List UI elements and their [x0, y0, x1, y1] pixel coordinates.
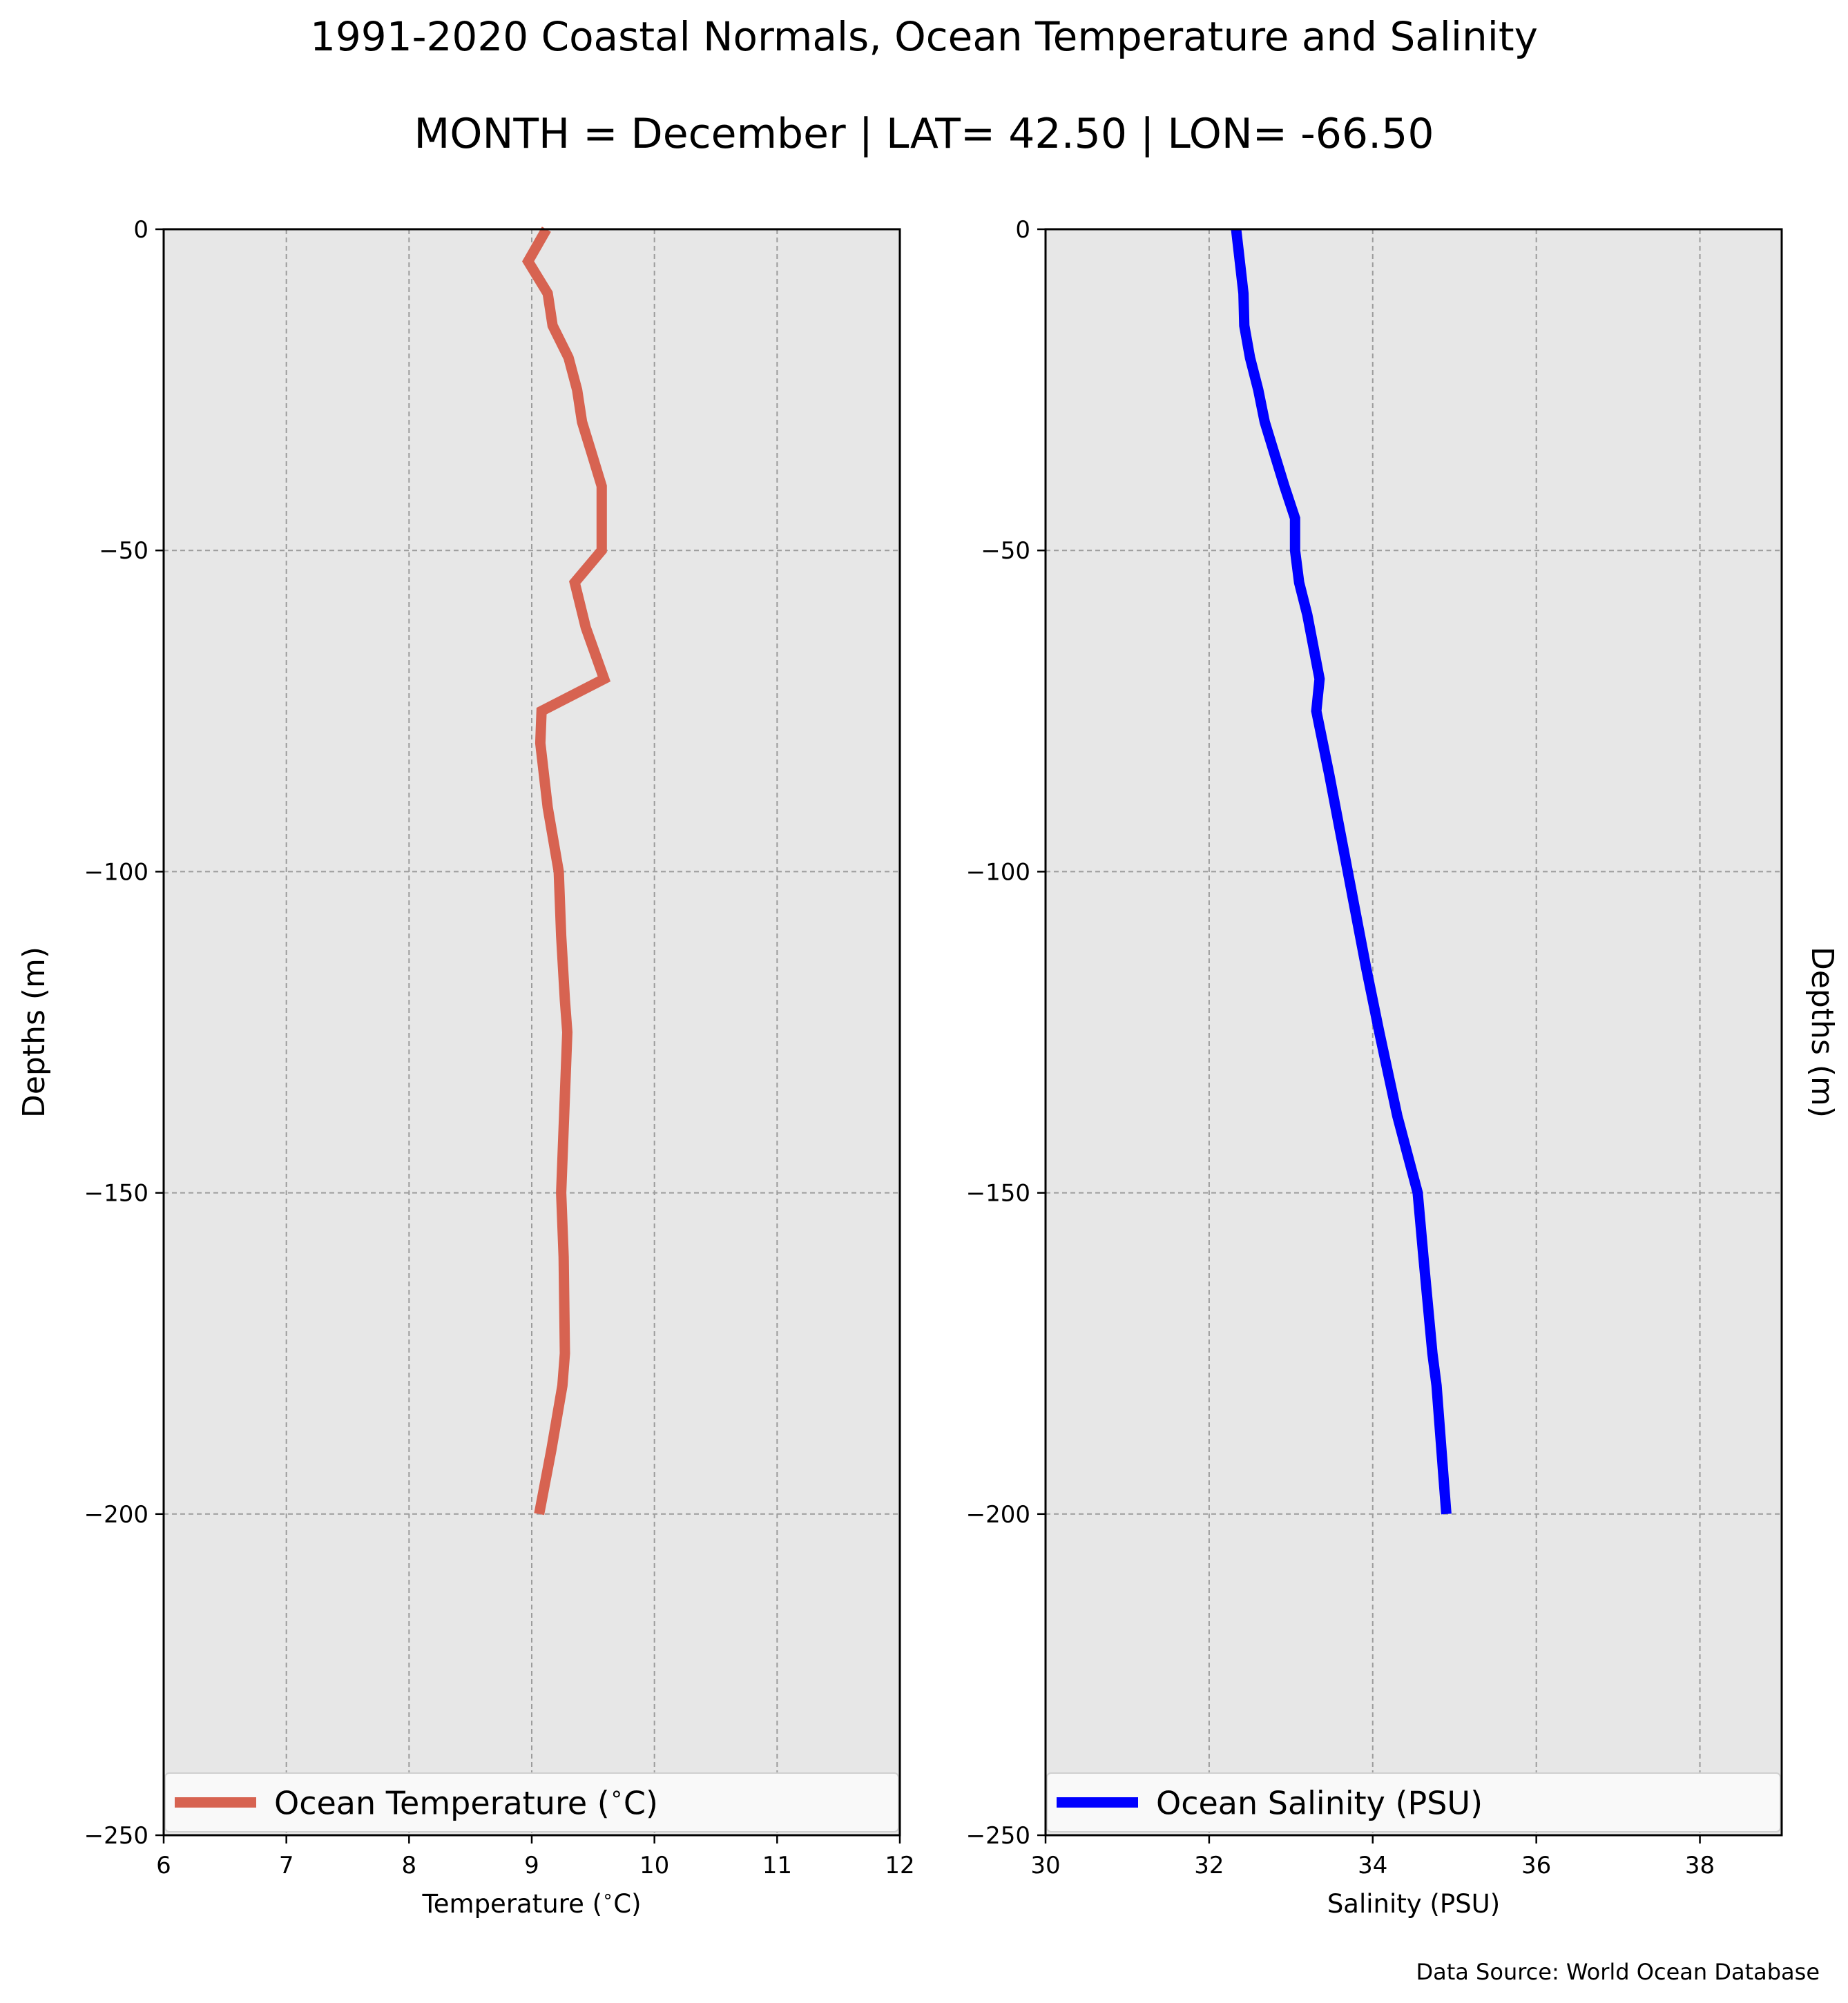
x-tick-label: 38	[1685, 1852, 1715, 1879]
x-tick-label: 7	[279, 1852, 294, 1879]
y-tick-label: −100	[84, 858, 148, 886]
legend-box	[164, 1772, 899, 1832]
legend-label: Ocean Temperature (∘C)	[274, 1781, 658, 1822]
y-tick-label: −100	[966, 858, 1030, 886]
x-tick-label: 34	[1358, 1852, 1387, 1879]
series-line	[521, 226, 611, 1516]
y-tick-label: 0	[133, 216, 148, 244]
x-axis-label: Temperature (∘C)	[421, 1886, 641, 1919]
plot-area	[1046, 229, 1782, 1835]
x-tick-label: 12	[885, 1852, 914, 1879]
y-tick-label: −200	[84, 1501, 148, 1529]
y-tick-label: −200	[966, 1501, 1030, 1529]
salinity-panel: Ocean Salinity (PSU) 30 32 34 36 38 0 −50 −100 −1…	[966, 216, 1840, 1919]
x-tick-label: 30	[1030, 1852, 1060, 1879]
y-tick-label: 0	[1015, 216, 1030, 244]
x-tick-label: 6	[156, 1852, 171, 1879]
axes-frame	[1044, 228, 1783, 1837]
y-tick-label: −150	[84, 1180, 148, 1208]
y-tick-label: −250	[966, 1822, 1030, 1850]
x-axis-label: Salinity (PSU)	[1327, 1889, 1500, 1919]
y-tick-label: −150	[966, 1180, 1030, 1208]
x-tick-label: 36	[1521, 1852, 1551, 1879]
legend-box	[1046, 1772, 1781, 1832]
y-tick-label: −50	[981, 537, 1030, 565]
chart-title: 1991-2020 Coastal Normals, Ocean Tempera…	[310, 13, 1538, 60]
x-tick-label: 10	[639, 1852, 669, 1879]
x-tick-label: 32	[1194, 1852, 1224, 1879]
series-line	[1231, 229, 1452, 1515]
x-tick-label: 11	[762, 1852, 792, 1879]
data-source-note: Data Source: World Ocean Database	[1416, 1959, 1820, 1985]
x-tick-label: 9	[524, 1852, 539, 1879]
y-tick-label: −250	[84, 1822, 148, 1850]
x-tick-label: 8	[402, 1852, 417, 1879]
y-axis-label: Depths (m)	[17, 947, 52, 1118]
temperature-panel: Ocean Temperature (∘C) 6 7 8 9 10 11 12 0 −50 −100…	[17, 216, 915, 1919]
y-tick-label: −50	[99, 537, 148, 565]
legend-label: Ocean Salinity (PSU)	[1156, 1785, 1483, 1822]
chart-subtitle: MONTH = December | LAT= 42.50 | LON= -66…	[414, 110, 1434, 158]
y-axis-label: Depths (m)	[1804, 947, 1840, 1118]
